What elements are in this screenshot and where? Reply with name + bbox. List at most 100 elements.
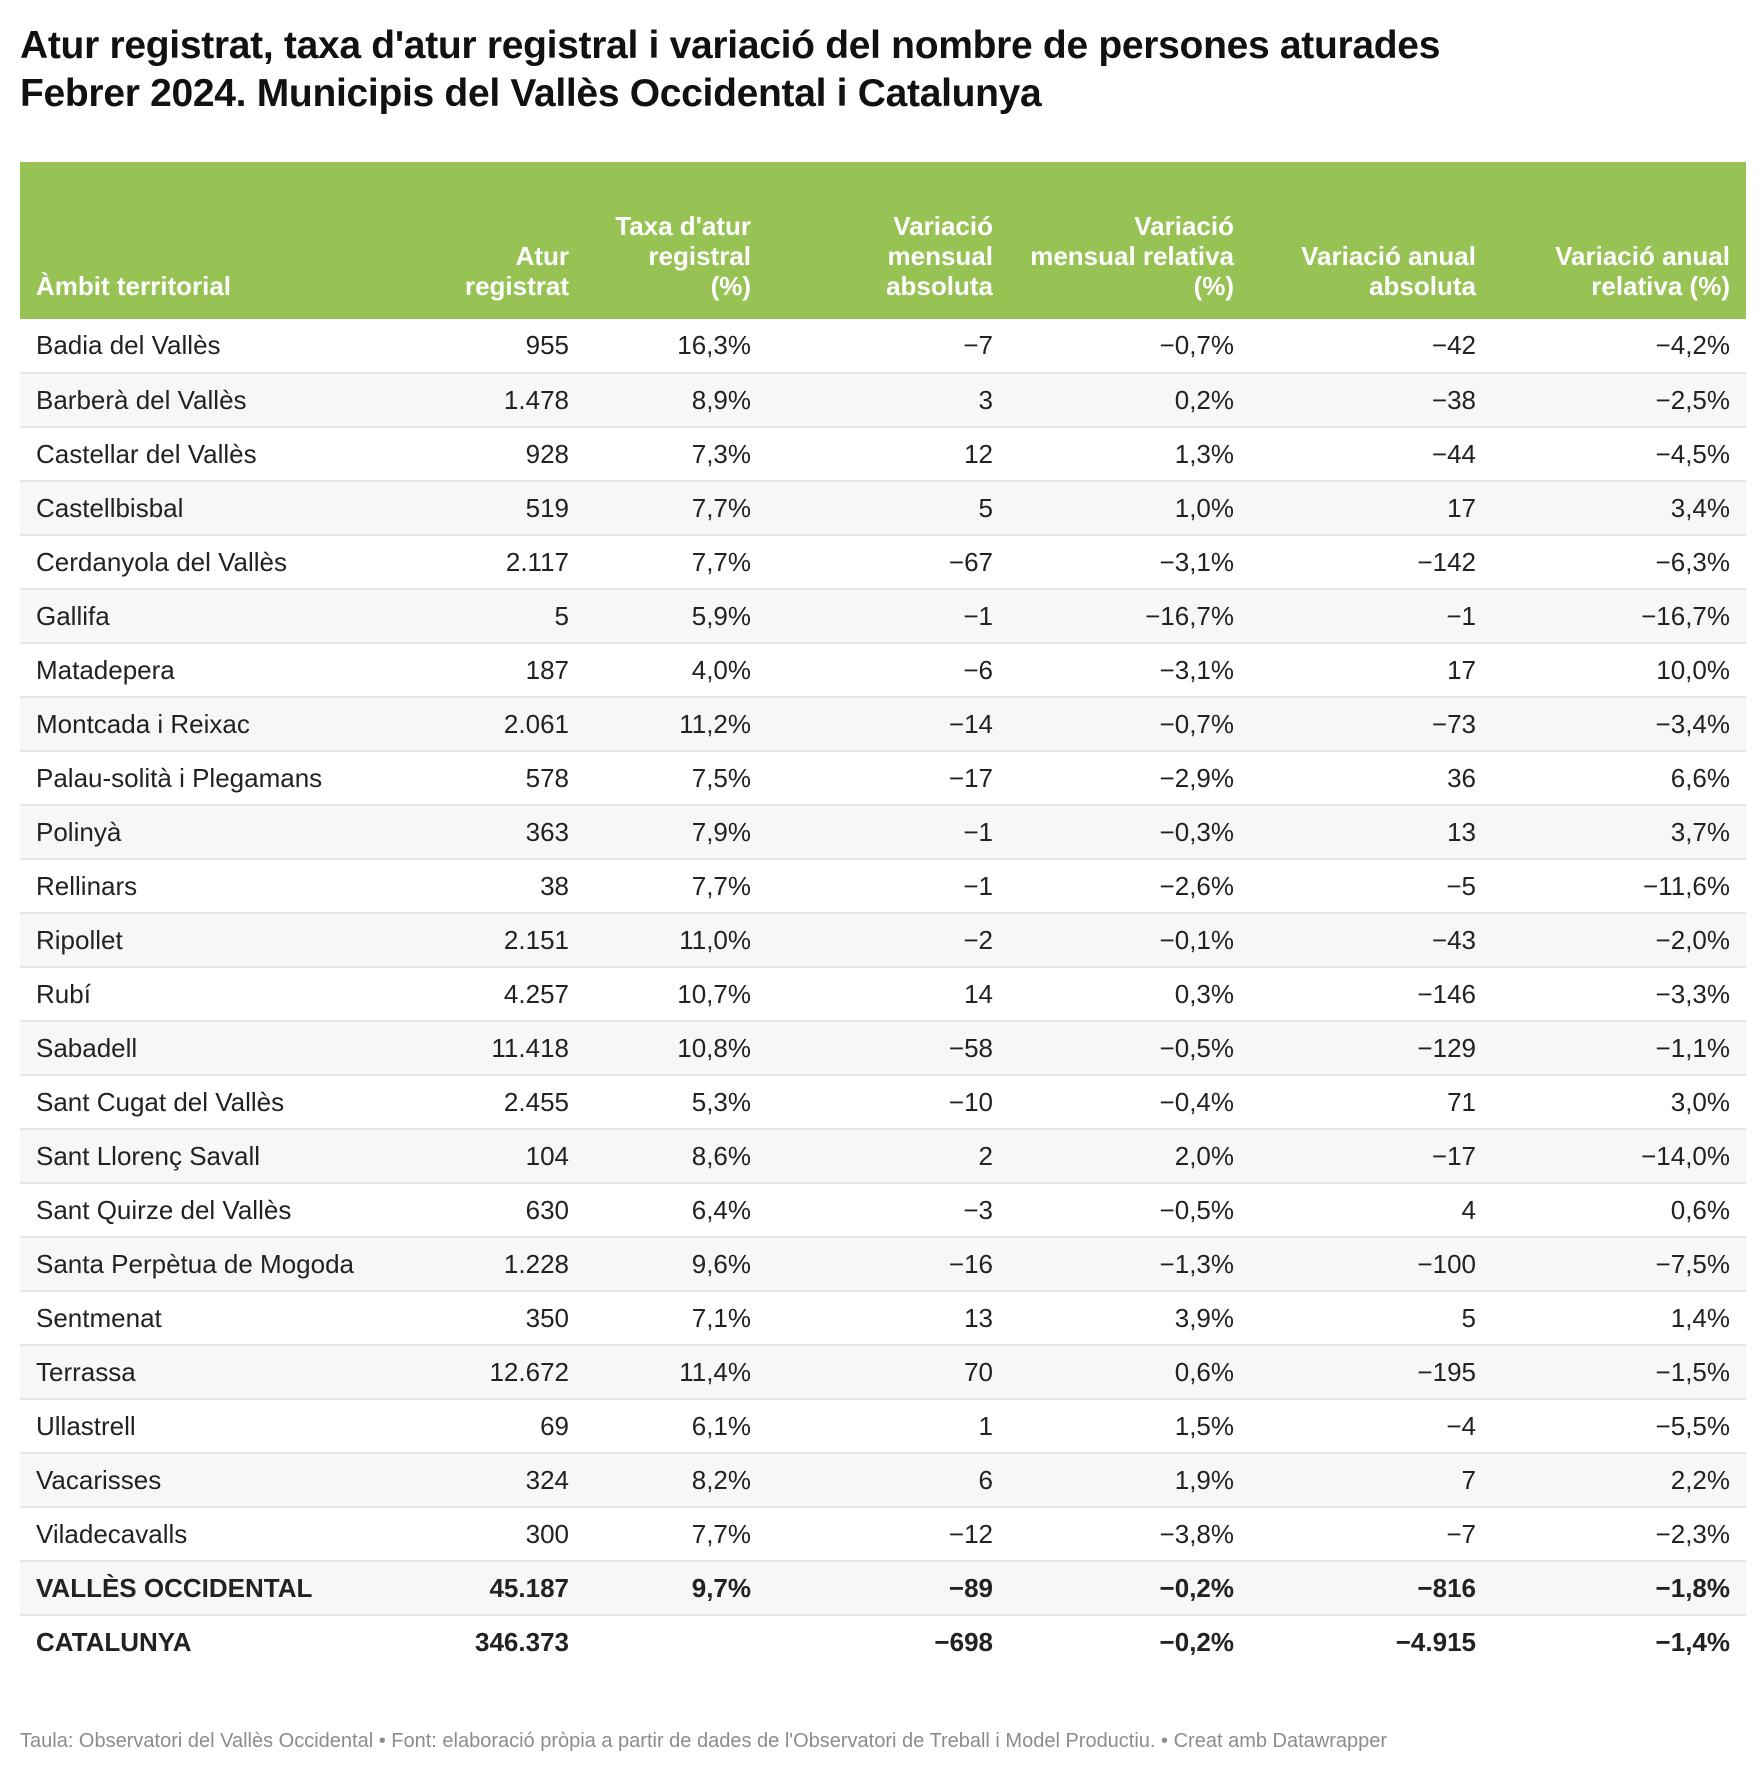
column-header[interactable]: Atur registrat — [403, 162, 585, 319]
table-cell: −4,2% — [1492, 319, 1746, 374]
table-row: Viladecavalls 300 7,7% −12 −3,8% −7 −2,3% — [20, 1507, 1746, 1562]
table-cell: −10 — [767, 1075, 1009, 1130]
table-cell: −2,9% — [1009, 751, 1250, 806]
table-row: Montcada i Reixac 2.061 11,2% −14 −0,7% −73 −3… — [20, 697, 1746, 752]
header-row: Àmbit territorial Atur registrat Taxa d'at… — [20, 162, 1746, 319]
table-cell: 2.151 — [403, 913, 585, 968]
table-cell: 578 — [403, 751, 585, 806]
territory-name: Viladecavalls — [20, 1507, 403, 1562]
table-cell: 69 — [403, 1399, 585, 1454]
territory-name: CATALUNYA — [36, 1627, 192, 1657]
table-cell: 11,2% — [585, 697, 767, 752]
table-cell: −1 — [767, 589, 1009, 644]
territory-name: Sentmenat — [20, 1291, 403, 1346]
table-cell: 6 — [767, 1453, 1009, 1508]
table-cell: 350 — [403, 1291, 585, 1346]
table-row: Sabadell 11.418 10,8% −58 −0,5% −129 −1,1% — [20, 1021, 1746, 1076]
table-cell: 11.418 — [403, 1021, 585, 1076]
table-cell: −0,7% — [1009, 319, 1250, 374]
table-cell: −129 — [1250, 1021, 1492, 1076]
table-cell: −0,7% — [1009, 697, 1250, 752]
territory-name: Matadepera — [20, 643, 403, 698]
table-row: Cerdanyola del Vallès 2.117 7,7% −67 −3,1% −1… — [20, 535, 1746, 590]
table-cell: −4.915 — [1395, 1627, 1476, 1657]
table-cell: 300 — [403, 1507, 585, 1562]
table-cell: 7,9% — [585, 805, 767, 860]
table-cell: −17 — [1250, 1129, 1492, 1184]
table-cell: 1,5% — [1009, 1399, 1250, 1454]
table-cell: 11,0% — [585, 913, 767, 968]
table-cell: 187 — [403, 643, 585, 698]
table-cell: −14 — [767, 697, 1009, 752]
table-cell: 630 — [403, 1183, 585, 1238]
table-cell: −43 — [1250, 913, 1492, 968]
table-cell: 2.455 — [403, 1075, 585, 1130]
table-cell: −0,2% — [1009, 1561, 1250, 1616]
column-header[interactable]: Variació mensual relativa (%) — [1009, 162, 1250, 319]
data-table: Àmbit territorial Atur registrat Taxa d'at… — [20, 162, 1746, 1669]
table-cell: 7,3% — [585, 427, 767, 482]
table-cell: −7 — [767, 319, 1009, 374]
table-row: Barberà del Vallès 1.478 8,9% 3 0,2% −38 −2,5% — [20, 373, 1746, 428]
table-cell: −7 — [1250, 1507, 1492, 1562]
column-header[interactable]: Taxa d'atur registral (%) — [585, 162, 767, 319]
table-cell: −44 — [1250, 427, 1492, 482]
table-cell: −6 — [767, 643, 1009, 698]
table-row: Rellinars 38 7,7% −1 −2,6% −5 −11,6% — [20, 859, 1746, 914]
table-cell: 5 — [1250, 1291, 1492, 1346]
table-row: Castellar del Vallès 928 7,3% 12 1,3% −44 −4,5… — [20, 427, 1746, 482]
table-cell: 5,3% — [585, 1075, 767, 1130]
table-cell: 6,4% — [585, 1183, 767, 1238]
table-cell: 8,2% — [585, 1453, 767, 1508]
table-cell: 7,5% — [585, 751, 767, 806]
table-cell: 0,6% — [1492, 1183, 1746, 1238]
table-cell: 17 — [1250, 643, 1492, 698]
table-cell: 7 — [1250, 1453, 1492, 1508]
table-cell: −3,1% — [1009, 643, 1250, 698]
column-header[interactable]: Variació anual absoluta — [1250, 162, 1492, 319]
table-cell: 3,7% — [1492, 805, 1746, 860]
table-cell: 1,4% — [1492, 1291, 1746, 1346]
table-cell: 36 — [1250, 751, 1492, 806]
table-cell: −2,3% — [1492, 1507, 1746, 1562]
table-cell: −146 — [1250, 967, 1492, 1022]
table-cell: 7,1% — [585, 1291, 767, 1346]
table-cell: −1,5% — [1492, 1345, 1746, 1400]
table-row: Gallifa 5 5,9% −1 −16,7% −1 −16,7% — [20, 589, 1746, 644]
table-cell: −0,1% — [1009, 913, 1250, 968]
table-cell: 16,3% — [585, 319, 767, 374]
table-cell: 3 — [767, 373, 1009, 428]
territory-name: Ullastrell — [20, 1399, 403, 1454]
column-header[interactable]: Variació anual relativa (%) — [1492, 162, 1746, 319]
table-cell: 3,9% — [1009, 1291, 1250, 1346]
table-cell: −11,6% — [1492, 859, 1746, 914]
table-row: Vacarisses 324 8,2% 6 1,9% 7 2,2% — [20, 1453, 1746, 1508]
table-cell: −58 — [767, 1021, 1009, 1076]
table-cell: −3,3% — [1492, 967, 1746, 1022]
table-cell: −67 — [767, 535, 1009, 590]
table-cell: −7,5% — [1492, 1237, 1746, 1292]
table-cell: 3,4% — [1492, 481, 1746, 536]
table-cell: 0,6% — [1009, 1345, 1250, 1400]
table-cell: 4 — [1250, 1183, 1492, 1238]
table-cell: −1,4% — [1655, 1627, 1730, 1657]
table-cell: 2.117 — [403, 535, 585, 590]
table-cell: 5 — [767, 481, 1009, 536]
table-cell: −38 — [1250, 373, 1492, 428]
table-cell: 7,7% — [585, 535, 767, 590]
table-cell: 70 — [767, 1345, 1009, 1400]
table-row: Rubí 4.257 10,7% 14 0,3% −146 −3,3% — [20, 967, 1746, 1022]
table-cell: −14,0% — [1492, 1129, 1746, 1184]
table-cell: 7,7% — [585, 481, 767, 536]
table-cell: −100 — [1250, 1237, 1492, 1292]
table-cell: 8,9% — [585, 373, 767, 428]
column-header[interactable]: Variació mensual absoluta — [767, 162, 1009, 319]
table-cell: 10,7% — [585, 967, 767, 1022]
table-cell: −3,4% — [1492, 697, 1746, 752]
table-cell: −89 — [767, 1561, 1009, 1616]
table-cell: −0,3% — [1009, 805, 1250, 860]
territory-name: VALLÈS OCCIDENTAL — [20, 1561, 403, 1616]
table-cell: 10,0% — [1492, 643, 1746, 698]
column-header[interactable]: Àmbit territorial — [20, 162, 403, 319]
territory-name: Palau-solità i Plegamans — [20, 751, 403, 806]
